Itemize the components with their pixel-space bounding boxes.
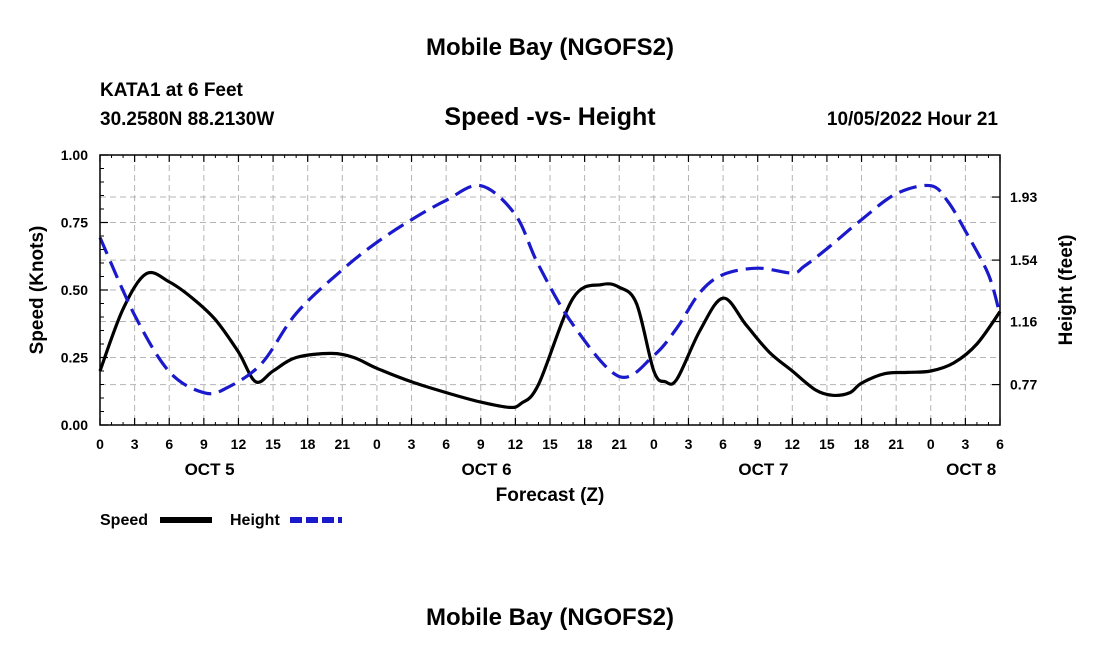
day-label: OCT 7 — [738, 460, 788, 479]
y-left-tick-label: 1.00 — [61, 147, 88, 163]
x-tick-label: 3 — [408, 436, 416, 452]
legend-speed-label: Speed — [100, 512, 148, 529]
x-tick-label: 0 — [927, 436, 935, 452]
x-tick-label: 3 — [961, 436, 969, 452]
axes: 0 3 6 9 12 15 18 21 0 3 6 9 12 15 18 21 0 3 6 9 12 15 18 21 0 3 6O… — [61, 147, 1038, 479]
x-tick-label: 15 — [265, 436, 281, 452]
x-tick-label: 9 — [477, 436, 485, 452]
x-tick-label: 12 — [231, 436, 247, 452]
day-label: OCT 8 — [946, 460, 996, 479]
legend: Speed Height — [100, 512, 342, 529]
x-tick-label: 21 — [888, 436, 904, 452]
x-axis-label: Forecast (Z) — [496, 485, 605, 506]
y-right-tick-label: 1.16 — [1010, 314, 1037, 330]
y-axis-right-label: Height (feet) — [1056, 235, 1077, 346]
station-label: KATA1 at 6 Feet — [100, 80, 244, 101]
x-tick-label: 12 — [508, 436, 524, 452]
y-right-tick-label: 1.93 — [1010, 189, 1037, 205]
x-tick-label: 0 — [96, 436, 104, 452]
y-right-tick-label: 0.77 — [1010, 377, 1037, 393]
x-tick-label: 15 — [819, 436, 835, 452]
x-tick-label: 15 — [542, 436, 558, 452]
y-right-tick-label: 1.54 — [1010, 252, 1037, 268]
x-tick-label: 12 — [785, 436, 801, 452]
station-coordinates: 30.2580N 88.2130W — [100, 109, 274, 130]
day-label: OCT 6 — [462, 460, 512, 479]
x-tick-label: 0 — [373, 436, 381, 452]
y-axis-left-label: Speed (Knots) — [27, 226, 48, 355]
y-left-tick-label: 0.00 — [61, 417, 88, 433]
x-tick-label: 6 — [442, 436, 450, 452]
forecast-datetime: 10/05/2022 Hour 21 — [827, 109, 999, 130]
x-tick-label: 18 — [577, 436, 593, 452]
legend-height-label: Height — [230, 512, 280, 529]
x-tick-label: 9 — [200, 436, 208, 452]
x-tick-label: 0 — [650, 436, 658, 452]
x-tick-label: 21 — [335, 436, 351, 452]
x-tick-label: 9 — [754, 436, 762, 452]
chart-title: Mobile Bay (NGOFS2) — [426, 34, 674, 61]
x-tick-label: 18 — [854, 436, 870, 452]
x-tick-label: 3 — [131, 436, 139, 452]
y-left-tick-label: 0.50 — [61, 282, 88, 298]
x-tick-label: 6 — [996, 436, 1004, 452]
day-label: OCT 5 — [185, 460, 235, 479]
y-left-tick-label: 0.25 — [61, 350, 88, 366]
x-tick-label: 21 — [611, 436, 627, 452]
y-left-tick-label: 0.75 — [61, 215, 88, 231]
series-layer — [98, 183, 1002, 410]
chart-subtitle: Speed -vs- Height — [444, 103, 656, 131]
x-tick-label: 6 — [719, 436, 727, 452]
x-tick-label: 6 — [165, 436, 173, 452]
footer-title: Mobile Bay (NGOFS2) — [426, 604, 674, 631]
x-tick-label: 3 — [685, 436, 693, 452]
x-tick-label: 18 — [300, 436, 316, 452]
